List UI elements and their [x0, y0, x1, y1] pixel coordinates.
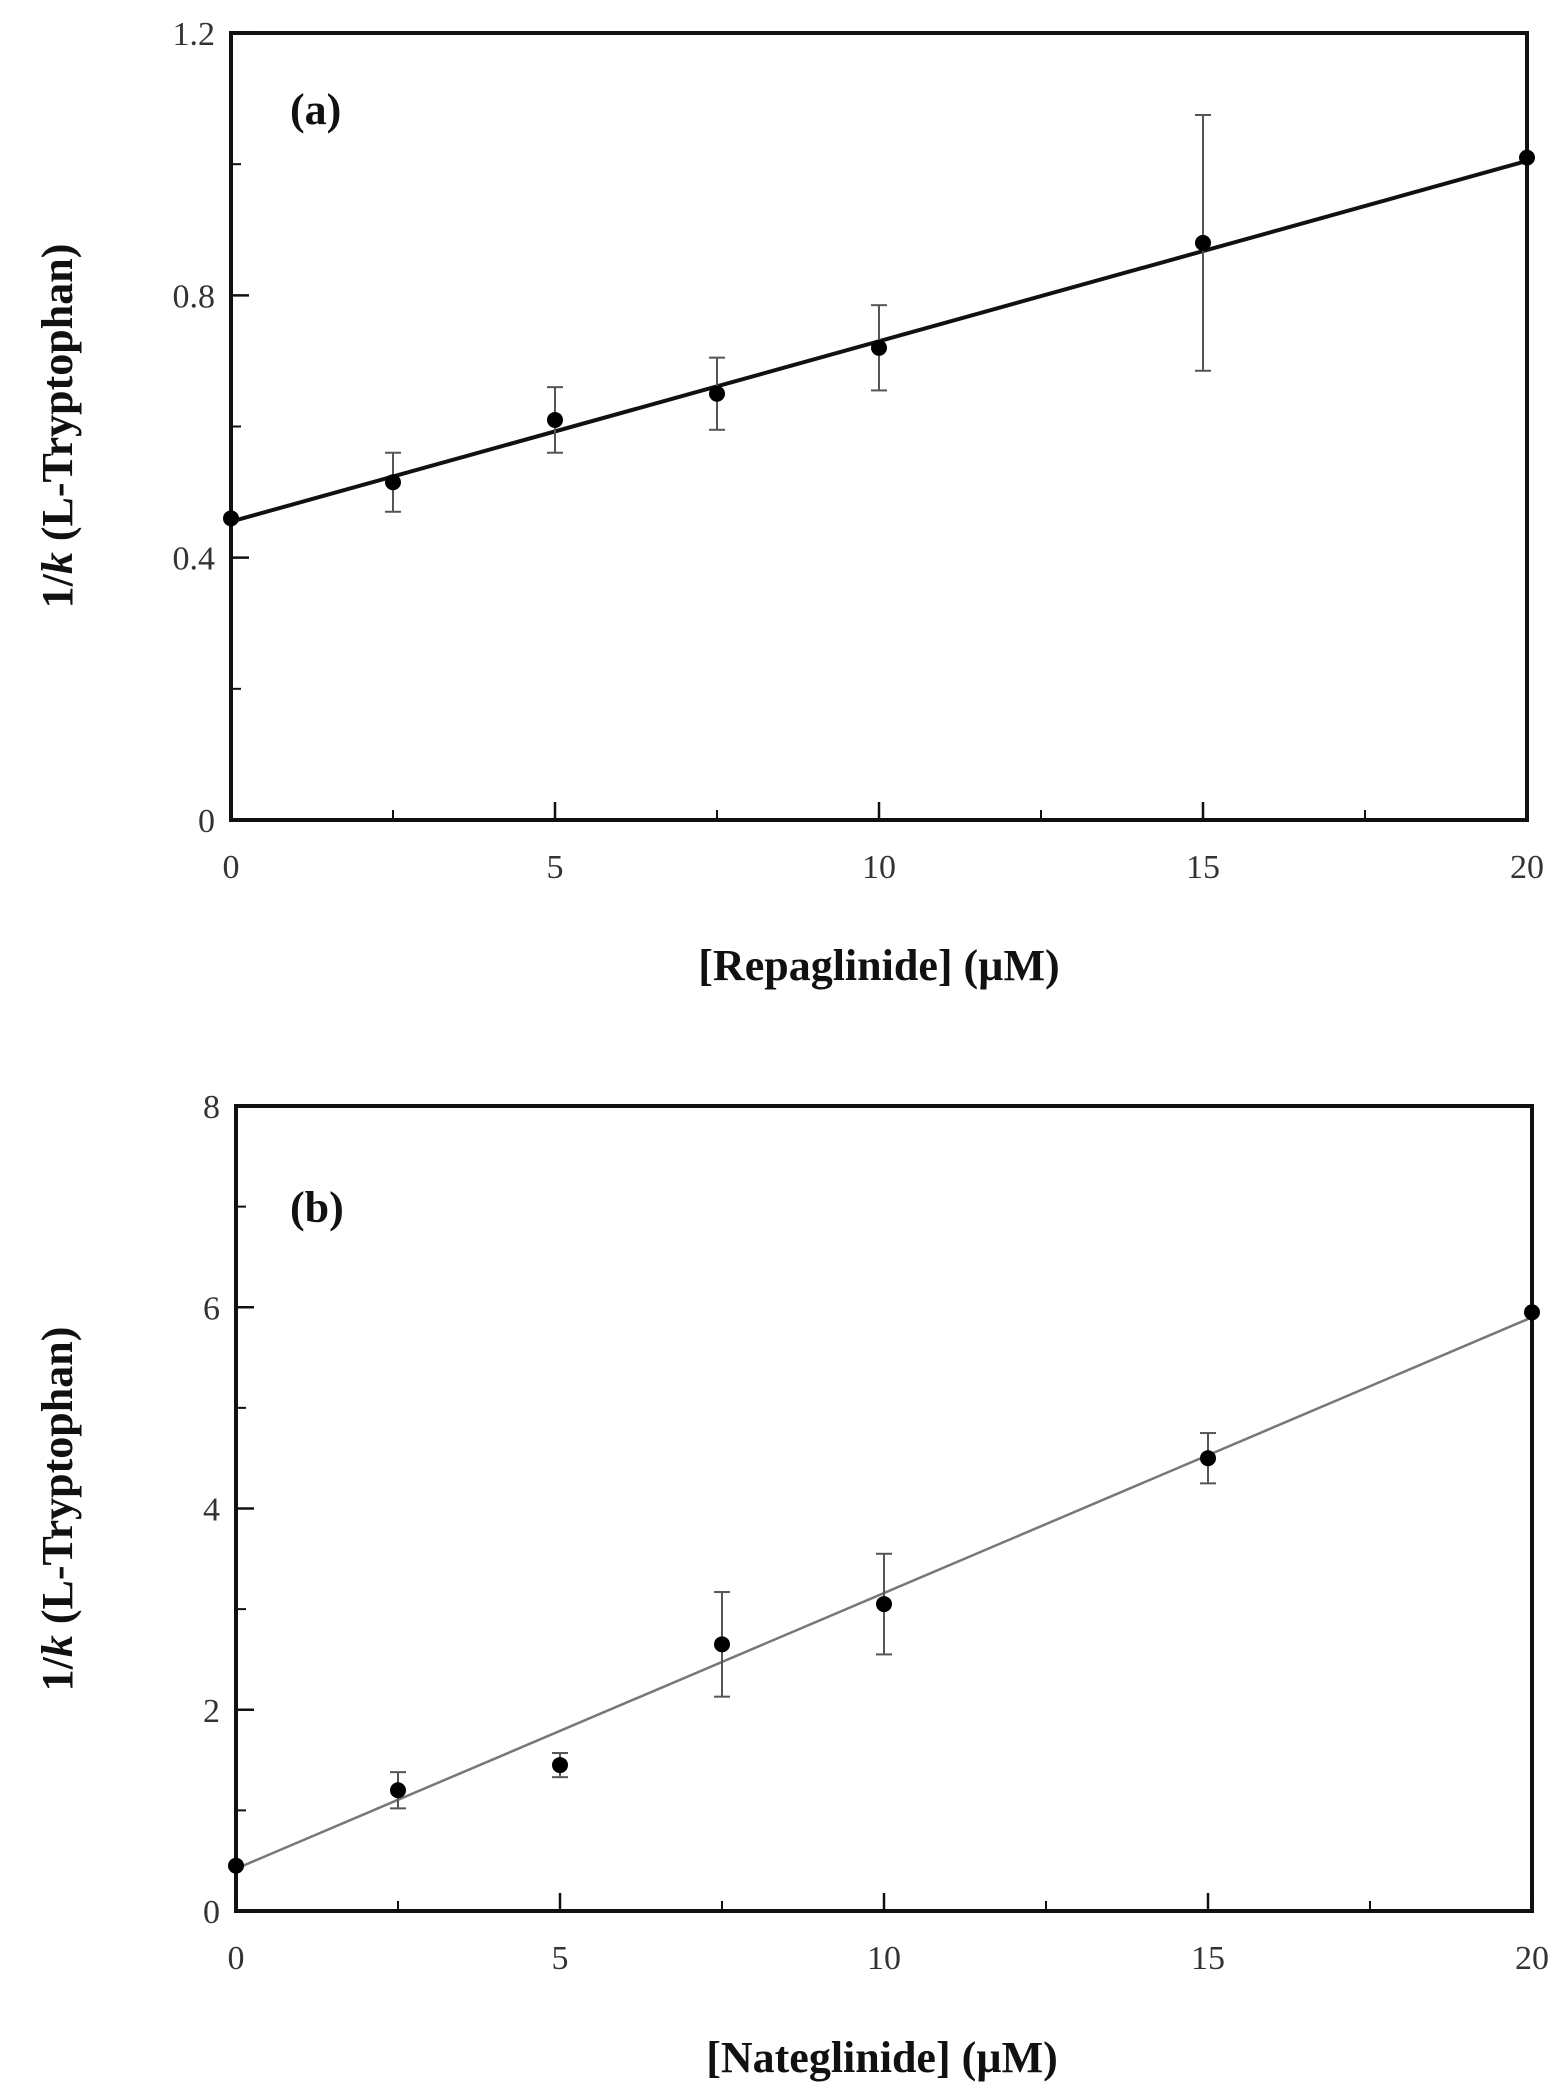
y-tick-label-a: 0.8 — [173, 278, 216, 315]
y-tick-label-b: 0 — [203, 1894, 220, 1931]
x-tick-label-a: 15 — [1186, 849, 1220, 886]
data-point-b — [228, 1857, 244, 1874]
data-point-b — [390, 1782, 406, 1799]
data-points-a — [223, 113, 1535, 527]
x-tick-label-b: 20 — [1515, 1940, 1549, 1977]
plot-frame-b — [234, 1104, 1534, 1913]
data-point-b — [1524, 1304, 1540, 1321]
y-tick-label-a: 0.4 — [173, 541, 216, 578]
data-point-a — [547, 411, 563, 428]
y-tick-label-b: 6 — [203, 1290, 220, 1327]
x-tick-label-b: 10 — [867, 1940, 901, 1977]
x-tick-label-a: 0 — [223, 849, 240, 886]
x-axis-title-a: [Repaglinide] (µM) — [698, 941, 1059, 990]
y-axis-title-b: 1/k (L-Tryptophan) — [33, 1327, 82, 1692]
y-tick-label-a: 1.2 — [173, 16, 216, 53]
x-tick-label-b: 0 — [228, 1940, 245, 1977]
data-point-b — [552, 1757, 568, 1774]
y-axis-title-a: 1/k (L-Tryptophan) — [33, 244, 82, 609]
data-point-b — [714, 1636, 730, 1653]
y-tick-label-b: 4 — [203, 1492, 220, 1529]
data-point-b — [876, 1596, 892, 1613]
x-tick-label-b: 15 — [1191, 1940, 1225, 1977]
data-point-a — [709, 385, 725, 402]
data-point-b — [1200, 1450, 1216, 1467]
y-tick-label-b: 2 — [203, 1693, 220, 1730]
data-point-a — [385, 474, 401, 491]
panel-label-b: (b) — [290, 1183, 344, 1232]
data-point-a — [1519, 149, 1535, 166]
ticks-b: 0 5 10 15 20 0 2 4 6 8 — [203, 1089, 1549, 1977]
ticks-a: 0 5 10 15 20 0 0.4 0.8 1.2 — [173, 16, 1545, 886]
x-axis-title-b: [Nateglinide] (µM) — [706, 2033, 1058, 2082]
x-tick-label-a: 10 — [862, 849, 896, 886]
y-tick-label-a: 0 — [198, 803, 215, 840]
plot-frame-a — [229, 31, 1529, 822]
x-tick-label-a: 20 — [1510, 849, 1544, 886]
panel-label-a: (a) — [290, 85, 341, 134]
x-tick-label-b: 5 — [552, 1940, 569, 1977]
chart-panel-a: 0 5 10 15 20 0 0.4 0.8 1.2 (a) [Repaglinide] (µM… — [33, 16, 1544, 990]
data-point-a — [871, 339, 887, 356]
data-point-a — [223, 510, 239, 527]
x-tick-label-a: 5 — [547, 849, 564, 886]
y-tick-label-b: 8 — [203, 1089, 220, 1126]
chart-panel-b: 0 5 10 15 20 0 2 4 6 8 (b) [Nateglinide] (µM) 1/k… — [33, 1089, 1549, 2082]
data-points-b — [228, 1304, 1540, 1874]
data-point-a — [1195, 234, 1211, 251]
